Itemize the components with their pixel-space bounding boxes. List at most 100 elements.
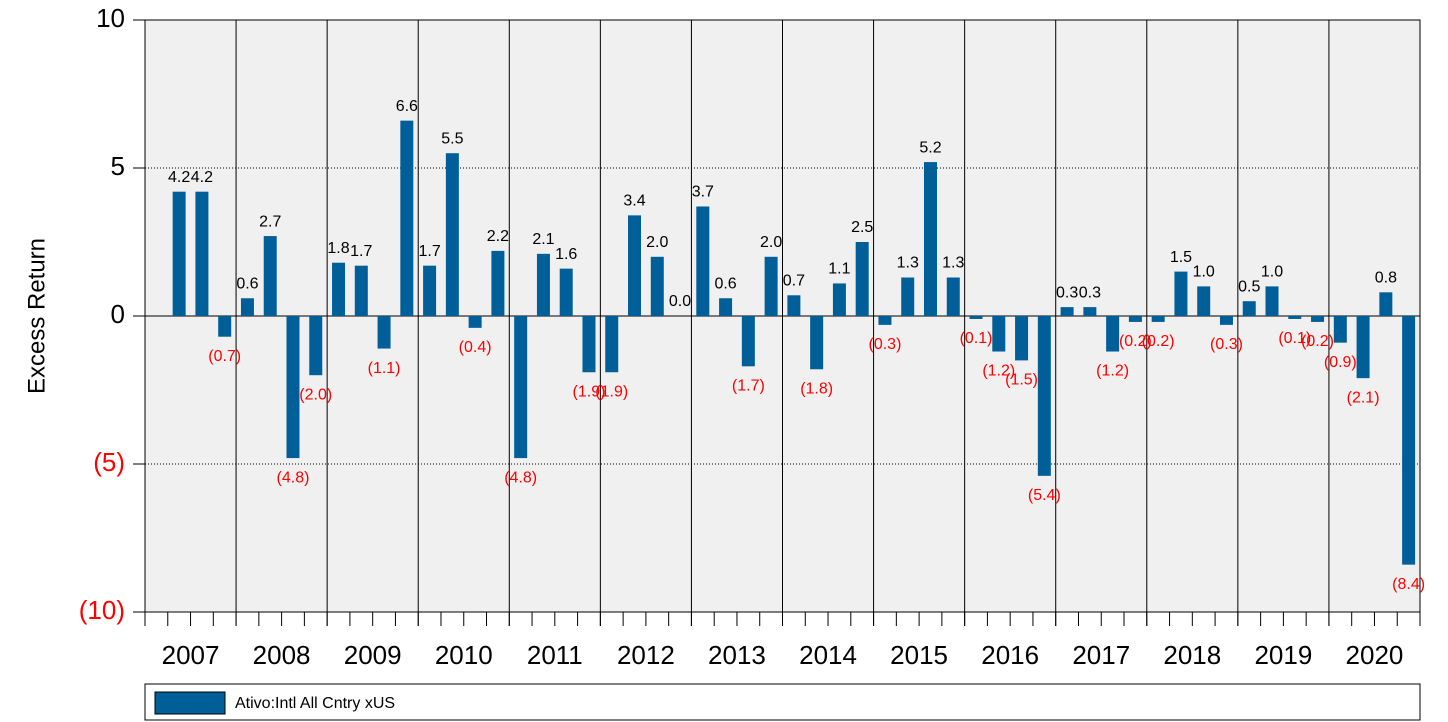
x-tick-label: 2007 [162, 640, 220, 670]
value-label: 0.3 [1079, 284, 1101, 301]
x-tick-label: 2017 [1072, 640, 1130, 670]
value-label: (8.4) [1392, 576, 1425, 593]
value-label: (0.2) [1142, 333, 1175, 350]
value-label: 1.7 [418, 243, 440, 260]
value-label: (0.2) [1119, 333, 1152, 350]
bar [787, 295, 801, 316]
bar [1151, 316, 1165, 322]
bar [536, 253, 550, 316]
bar [1197, 286, 1211, 316]
x-tick-label: 2011 [527, 640, 583, 670]
value-label: 0.6 [236, 275, 258, 292]
value-label: (1.5) [1005, 372, 1038, 389]
bar [514, 316, 528, 459]
bar [354, 265, 368, 316]
bar [810, 316, 824, 370]
bar [582, 316, 596, 373]
value-label: 3.4 [623, 193, 645, 210]
value-label: 1.1 [828, 261, 850, 278]
y-axis-label: Excess Return [23, 238, 50, 394]
value-label: 1.8 [327, 240, 349, 257]
bar [263, 236, 277, 316]
value-label: 0.7 [783, 272, 805, 289]
bar [1106, 316, 1120, 352]
value-label: 0.8 [1375, 270, 1397, 287]
value-label: 4.2 [168, 169, 190, 186]
bar [1265, 286, 1279, 316]
legend-swatch [154, 691, 226, 715]
value-label: (0.1) [960, 330, 993, 347]
value-label: 2.7 [259, 213, 281, 230]
bar [240, 298, 254, 316]
bar [309, 316, 323, 376]
bar [1015, 316, 1029, 361]
value-label: 0.5 [1238, 278, 1260, 295]
value-label: 1.0 [1193, 264, 1215, 281]
value-label: (1.2) [982, 363, 1015, 380]
value-label: (0.1) [1278, 330, 1311, 347]
bar [628, 215, 642, 316]
bar [650, 256, 664, 316]
value-label: 1.0 [1261, 264, 1283, 281]
bar [1037, 316, 1051, 476]
bar [332, 262, 346, 316]
y-tick-label: 5 [111, 151, 125, 181]
value-label: 5.5 [441, 130, 463, 147]
bar [992, 316, 1006, 352]
x-tick-label: 2014 [799, 640, 857, 670]
value-label: 1.7 [350, 243, 372, 260]
bar [923, 162, 937, 316]
x-tick-label: 2018 [1163, 640, 1221, 670]
value-label: 0.0 [669, 293, 691, 310]
bar [468, 316, 482, 328]
value-label: 2.5 [851, 219, 873, 236]
value-label: 2.2 [487, 228, 509, 245]
value-label: 0.6 [714, 275, 736, 292]
value-label: 3.7 [692, 184, 714, 201]
bar [764, 256, 778, 316]
bar [1242, 301, 1256, 316]
value-label: 2.0 [760, 234, 782, 251]
bar [719, 298, 733, 316]
value-label: 5.2 [919, 139, 941, 156]
bar [1219, 316, 1233, 325]
value-label: (0.2) [1301, 333, 1334, 350]
x-tick-label: 2012 [617, 640, 675, 670]
bar [195, 191, 209, 316]
value-label: (4.8) [277, 469, 310, 486]
value-label: 2.1 [532, 231, 554, 248]
value-label: (1.9) [595, 383, 628, 400]
bar [423, 265, 437, 316]
value-label: 1.6 [555, 246, 577, 263]
bar [445, 153, 459, 316]
value-label: (5.4) [1028, 487, 1061, 504]
bar [218, 316, 232, 337]
x-tick-label: 2010 [435, 640, 493, 670]
bar [1311, 316, 1325, 322]
bar [832, 283, 846, 316]
y-tick-label: (5) [93, 447, 125, 477]
value-label: (2.0) [299, 386, 332, 403]
y-tick-label: 0 [111, 299, 125, 329]
bar [1288, 316, 1302, 319]
x-tick-label: 2009 [344, 640, 402, 670]
value-label: 4.2 [191, 169, 213, 186]
value-label: (1.9) [573, 383, 606, 400]
bar [172, 191, 186, 316]
value-label: (0.7) [208, 348, 241, 365]
bar [1356, 316, 1370, 379]
bar [491, 250, 505, 316]
bar [1333, 316, 1347, 343]
value-label: (1.1) [368, 360, 401, 377]
value-label: 1.3 [942, 255, 964, 272]
x-tick-label: 2019 [1254, 640, 1312, 670]
value-label: 1.3 [897, 255, 919, 272]
value-label: 2.0 [646, 234, 668, 251]
x-tick-label: 2008 [253, 640, 311, 670]
legend-box [144, 683, 1421, 721]
value-label: 6.6 [396, 98, 418, 115]
y-tick-label: 10 [96, 3, 125, 33]
value-label: (1.7) [732, 378, 765, 395]
bar [286, 316, 300, 459]
